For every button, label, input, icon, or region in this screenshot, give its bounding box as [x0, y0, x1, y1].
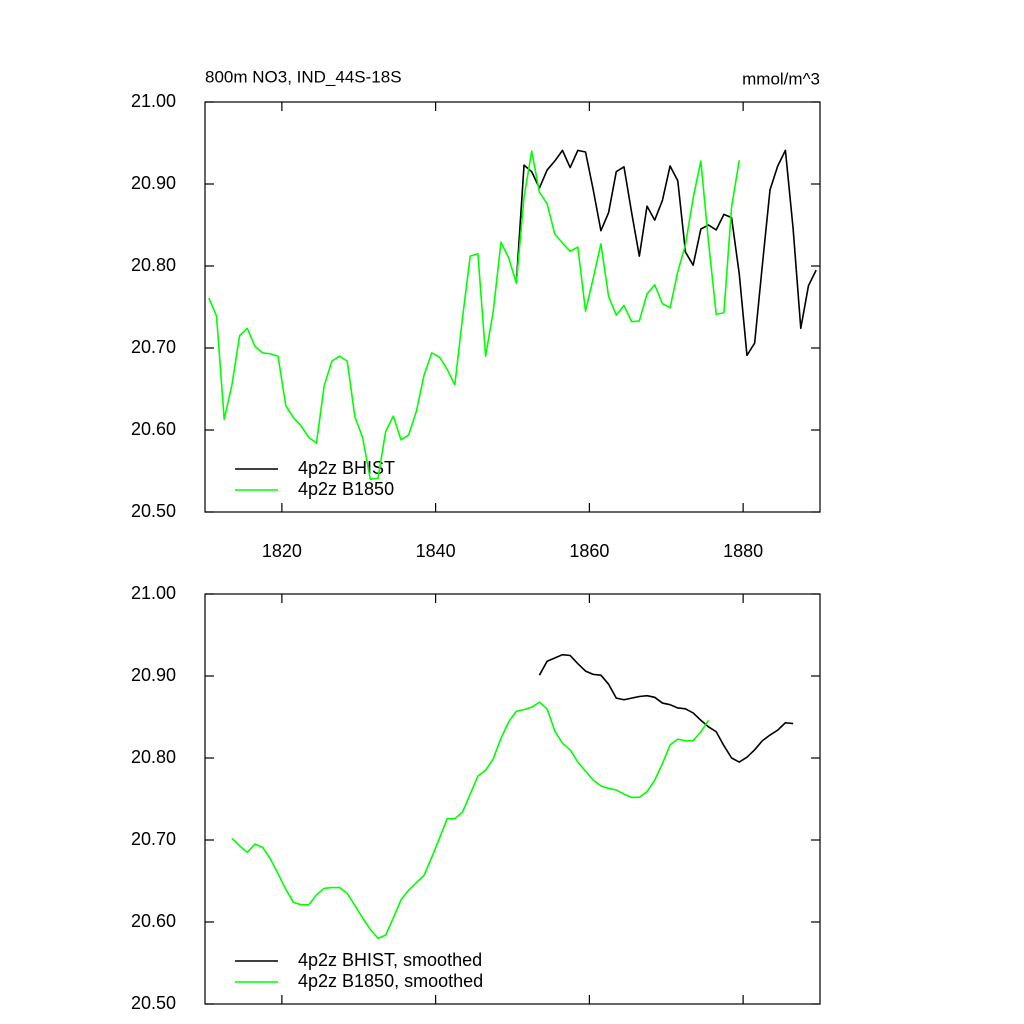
plot-frame	[204, 593, 821, 1005]
x-tick-label: 1880	[723, 541, 763, 561]
x-tick-label: 1840	[416, 541, 456, 561]
legend-label: 4p2z BHIST, smoothed	[298, 950, 482, 970]
legend-label: 4p2z B1850, smoothed	[298, 971, 483, 991]
data-line	[208, 150, 741, 480]
y-tick-label: 21.00	[131, 91, 176, 111]
units-label: mmol/m^3	[742, 69, 820, 88]
plot-frame	[204, 101, 821, 513]
legend-label: 4p2z BHIST	[298, 458, 395, 478]
y-tick-label: 20.80	[131, 747, 176, 767]
y-tick-label: 20.90	[131, 173, 176, 193]
y-tick-label: 20.60	[131, 419, 176, 439]
y-tick-label: 20.60	[131, 911, 176, 931]
legend-label: 4p2z B1850	[298, 479, 394, 499]
y-tick-label: 20.50	[131, 993, 176, 1013]
y-tick-label: 20.70	[131, 829, 176, 849]
x-tick-label: 1820	[262, 541, 302, 561]
data-line	[538, 653, 794, 763]
y-tick-label: 21.00	[131, 583, 176, 603]
x-tick-label: 1860	[569, 541, 609, 561]
data-line	[515, 149, 817, 357]
y-tick-label: 20.90	[131, 665, 176, 685]
y-tick-label: 20.50	[131, 501, 176, 521]
chart-title: 800m NO3, IND_44S-18S	[205, 67, 402, 86]
y-tick-label: 20.70	[131, 337, 176, 357]
y-tick-label: 20.80	[131, 255, 176, 275]
data-line	[231, 701, 710, 940]
